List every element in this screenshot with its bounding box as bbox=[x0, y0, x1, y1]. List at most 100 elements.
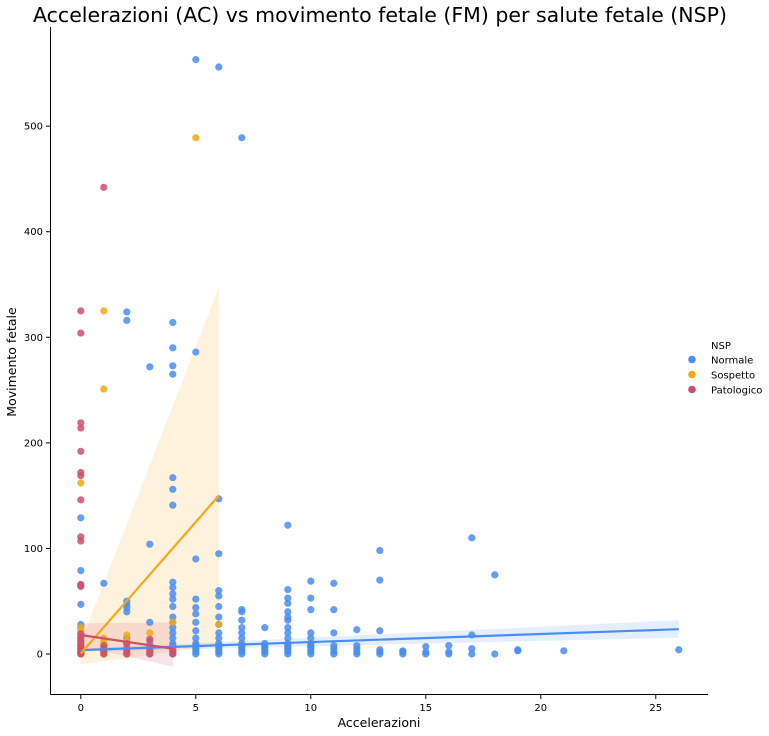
point-patologico bbox=[100, 641, 108, 650]
point-normale bbox=[169, 639, 177, 648]
legend-marker-patologico bbox=[688, 385, 696, 394]
regression-lines bbox=[79, 494, 679, 655]
point-normale bbox=[491, 571, 499, 579]
point-normale bbox=[445, 648, 453, 656]
point-sospetto bbox=[77, 479, 85, 487]
point-normale bbox=[215, 592, 223, 600]
point-normale bbox=[77, 567, 85, 575]
legend: NSP Normale Sospetto Patologico bbox=[688, 341, 762, 397]
point-patologico bbox=[146, 647, 154, 655]
point-normale bbox=[284, 634, 292, 642]
point-normale bbox=[192, 618, 200, 626]
point-normale bbox=[284, 594, 292, 602]
axis-ticks: 0 5 10 15 20 25 0 100 200 300 400 500 bbox=[24, 122, 662, 714]
point-patologico bbox=[146, 635, 154, 643]
point-sospetto bbox=[123, 631, 131, 639]
regression-line-patologico bbox=[80, 633, 173, 650]
point-normale bbox=[215, 613, 223, 621]
point-normale bbox=[238, 629, 246, 637]
point-normale bbox=[169, 485, 177, 493]
point-normale bbox=[238, 606, 246, 614]
regression-line-sospetto bbox=[79, 494, 220, 655]
point-normale bbox=[491, 650, 499, 658]
point-normale bbox=[675, 646, 683, 654]
point-normale bbox=[376, 627, 384, 635]
point-normale bbox=[514, 646, 522, 654]
point-normale bbox=[215, 587, 223, 595]
axes bbox=[50, 27, 708, 695]
point-normale bbox=[215, 63, 223, 71]
point-normale bbox=[307, 577, 315, 585]
point-normale bbox=[215, 634, 223, 642]
point-normale bbox=[284, 624, 292, 632]
point-normale bbox=[169, 362, 177, 370]
point-normale bbox=[192, 634, 200, 642]
legend-label-sospetto: Sospetto bbox=[711, 371, 755, 382]
point-normale bbox=[422, 643, 430, 651]
confidence-band-sospetto bbox=[80, 287, 219, 665]
legend-label-normale: Normale bbox=[711, 356, 753, 367]
point-normale bbox=[468, 645, 476, 653]
point-normale bbox=[238, 624, 246, 632]
point-normale bbox=[215, 629, 223, 637]
point-normale bbox=[353, 626, 361, 634]
point-normale bbox=[169, 344, 177, 352]
point-normale bbox=[169, 474, 177, 482]
legend-marker-sospetto bbox=[688, 370, 696, 379]
point-normale bbox=[284, 599, 292, 607]
point-normale bbox=[169, 634, 177, 642]
point-normale bbox=[169, 501, 177, 509]
point-sospetto bbox=[100, 385, 108, 393]
point-normale bbox=[192, 348, 200, 356]
point-normale bbox=[330, 606, 338, 614]
point-normale bbox=[123, 308, 131, 316]
point-normale bbox=[192, 603, 200, 612]
legend-label-patologico: Patologico bbox=[711, 386, 762, 397]
point-normale bbox=[192, 56, 200, 64]
point-normale bbox=[284, 586, 292, 594]
y-tick-label: 100 bbox=[24, 544, 43, 555]
point-normale bbox=[560, 647, 568, 655]
chart-title: Accelerazioni (AC) vs movimento fetale (… bbox=[33, 3, 727, 27]
point-normale bbox=[77, 514, 85, 522]
point-normale bbox=[307, 634, 315, 642]
point-patologico bbox=[77, 468, 85, 477]
point-normale bbox=[169, 370, 177, 378]
x-tick-label: 5 bbox=[193, 703, 199, 714]
point-patologico bbox=[77, 496, 85, 504]
point-patologico bbox=[77, 307, 85, 315]
y-tick-label: 300 bbox=[24, 333, 43, 344]
point-normale bbox=[169, 613, 177, 621]
x-tick-label: 0 bbox=[78, 703, 84, 714]
y-tick-label: 0 bbox=[37, 650, 43, 661]
point-normale bbox=[169, 624, 177, 632]
point-normale bbox=[330, 641, 338, 650]
point-normale bbox=[192, 610, 200, 618]
point-normale bbox=[238, 134, 246, 142]
point-normale bbox=[215, 550, 223, 558]
point-patologico bbox=[77, 580, 85, 588]
point-normale bbox=[169, 318, 177, 327]
point-normale bbox=[468, 534, 476, 542]
point-normale bbox=[192, 595, 200, 603]
point-normale bbox=[330, 629, 338, 637]
point-normale bbox=[100, 579, 108, 587]
y-axis-label: Movimento fetale bbox=[4, 307, 19, 417]
point-normale bbox=[445, 641, 453, 650]
point-normale bbox=[399, 647, 407, 655]
point-normale bbox=[146, 363, 154, 371]
y-tick-label: 400 bbox=[24, 227, 43, 238]
point-normale bbox=[261, 624, 269, 632]
point-sospetto bbox=[146, 629, 154, 637]
point-normale bbox=[376, 546, 384, 555]
point-normale bbox=[284, 608, 292, 616]
point-normale bbox=[307, 629, 315, 637]
point-normale bbox=[422, 648, 430, 656]
point-normale bbox=[238, 634, 246, 642]
point-sospetto bbox=[100, 307, 108, 315]
point-normale bbox=[146, 540, 154, 548]
point-normale bbox=[169, 629, 177, 637]
point-normale bbox=[77, 600, 85, 608]
point-patologico bbox=[77, 447, 85, 455]
